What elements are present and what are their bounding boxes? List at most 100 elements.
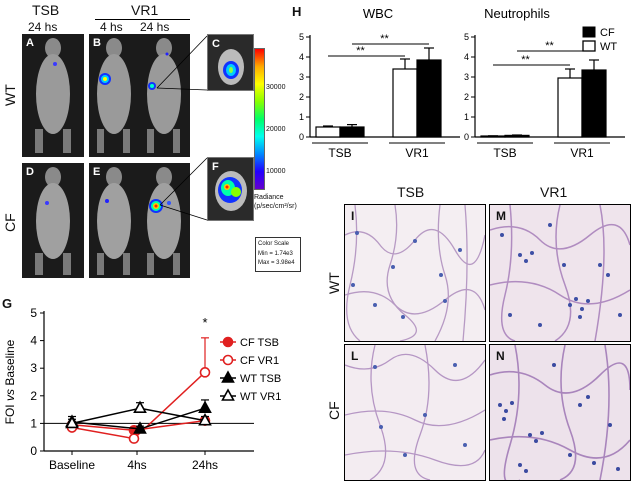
bar-cf-vr1 [581, 69, 607, 138]
legend-label-cf: CF [600, 27, 615, 39]
chart-title: WBC [363, 6, 393, 21]
panel-letter-c: C [212, 38, 220, 50]
legend-marker [221, 370, 235, 383]
point-marker [199, 367, 211, 378]
y-tick-label: 0 [299, 132, 304, 142]
inset-connector-lines [156, 35, 208, 221]
legend-label-wt: WT [600, 41, 617, 53]
chart-g-foi: 0 1 2 3 4 5 Baseline 4hs 24hs FOI vs Baseline * CF … [3, 306, 281, 472]
category-label: VR1 [405, 146, 429, 160]
imaging-col-tsb: TSB [32, 2, 60, 18]
point-marker [198, 400, 212, 414]
imaging-time-24hs-left: 24 hs [28, 20, 58, 34]
color-scale-box: Color Scale Min = 1.74e3 Max = 3.98e4 [255, 237, 301, 272]
y-tick-label: 3 [464, 72, 469, 82]
histology-texture-i [345, 205, 485, 341]
imaging-row-wt: WT [2, 84, 18, 106]
vr1-bracket-line [95, 19, 190, 20]
histology-panel-m: M [489, 204, 631, 342]
y-tick-label: 4 [299, 52, 304, 62]
point-marker [198, 412, 212, 426]
panel-letter-b: B [93, 37, 101, 49]
significance-marker: ** [356, 45, 365, 57]
imaging-time-24hs: 24 hs [140, 20, 170, 34]
legend-swatch-wt [582, 40, 596, 52]
imaging-panel-d: D [22, 163, 84, 278]
imaging-panel-a: A [22, 34, 84, 157]
y-tick-label: 1 [464, 112, 469, 122]
histology-row-cf: CF [326, 401, 342, 420]
bar-wt-tsb [315, 126, 341, 138]
imaging-inset-f: F [207, 157, 254, 221]
colorbar-label-radiance: Radiance [254, 194, 284, 201]
histology-row-wt: WT [326, 272, 342, 294]
significance-marker: ** [545, 40, 554, 52]
imaging-panel-e: E [89, 163, 190, 278]
colorbar-tick-10000: 10000 [266, 168, 286, 175]
histology-texture-m [490, 205, 630, 341]
color-scale-max: Max = 3.98e4 [258, 260, 295, 266]
legend-marker [222, 354, 234, 366]
y-tick-label: 3 [299, 72, 304, 82]
y-axis-label: FOI vs Baseline [3, 339, 17, 424]
imaging-col-vr1: VR1 [131, 2, 159, 18]
y-tick-label: 5 [464, 32, 469, 42]
legend-marker [222, 336, 234, 348]
category-label: TSB [328, 146, 351, 160]
significance-marker: ** [521, 54, 530, 66]
bar-cf-tsb [339, 126, 365, 138]
legend-label: CF VR1 [240, 355, 279, 367]
histology-texture-n [490, 345, 630, 480]
y-tick-label: 2 [464, 92, 469, 102]
legend-label: WT VR1 [240, 391, 281, 403]
histology-texture-l [345, 345, 485, 480]
bar-wt-vr1 [557, 77, 583, 138]
imaging-row-cf: CF [2, 213, 18, 232]
point-marker [133, 421, 147, 434]
histology-col-tsb: TSB [397, 184, 425, 200]
x-tick-label: 4hs [127, 458, 146, 472]
point-marker [133, 400, 147, 414]
point-marker [65, 415, 79, 429]
y-tick-label: 4 [30, 334, 37, 348]
colorbar-label-units: (p/sec/cm²/sr) [254, 203, 297, 210]
color-scale-min: Min = 1.74e3 [258, 251, 293, 257]
chart-h-wbc: WBC 0 1 2 3 4 5 TSB VR1 ** ** [299, 6, 460, 160]
legend-label: CF TSB [240, 337, 279, 349]
panel-letter-f: F [212, 161, 219, 173]
histology-panel-i: I [344, 204, 486, 342]
panel-letter-h: H [292, 4, 302, 19]
y-tick-label: 5 [30, 306, 37, 320]
y-axis-label-part: Baseline [3, 339, 17, 389]
significance-marker: ** [380, 33, 389, 45]
x-tick-label: Baseline [49, 458, 95, 472]
bar-wt-vr1 [392, 68, 418, 138]
imaging-inset-c: C [207, 34, 254, 91]
legend-marker [221, 388, 235, 401]
chart-title: Neutrophils [484, 6, 550, 21]
y-tick-label: 0 [464, 132, 469, 142]
chart-h-neutrophils: Neutrophils 0 1 2 3 4 5 TSB VR1 ** ** CF WT [464, 6, 625, 160]
y-tick-label: 1 [30, 416, 37, 430]
panel-letter-a: A [26, 37, 34, 49]
histology-panel-n: N [489, 344, 631, 481]
point-marker [128, 433, 140, 444]
histology-panel-l: L [344, 344, 486, 481]
bar-wt-tsb [480, 135, 506, 138]
y-tick-label: 5 [299, 32, 304, 42]
panel-letter-e: E [93, 166, 101, 178]
imaging-panel-b: B [89, 34, 190, 157]
panel-letter-n: N [496, 349, 505, 363]
panel-letter-d: D [26, 166, 34, 178]
y-tick-label: 4 [464, 52, 469, 62]
y-tick-label: 2 [30, 389, 37, 403]
y-tick-label: 2 [299, 92, 304, 102]
y-axis-label-part: FOI [3, 401, 17, 424]
y-tick-label: 1 [299, 112, 304, 122]
histology-col-vr1: VR1 [540, 184, 568, 200]
colorbar-tick-30000: 30000 [266, 84, 286, 91]
category-label: VR1 [570, 146, 594, 160]
panel-letter-m: M [496, 209, 506, 223]
y-tick-label: 3 [30, 361, 37, 375]
legend-swatch-cf [582, 26, 596, 38]
